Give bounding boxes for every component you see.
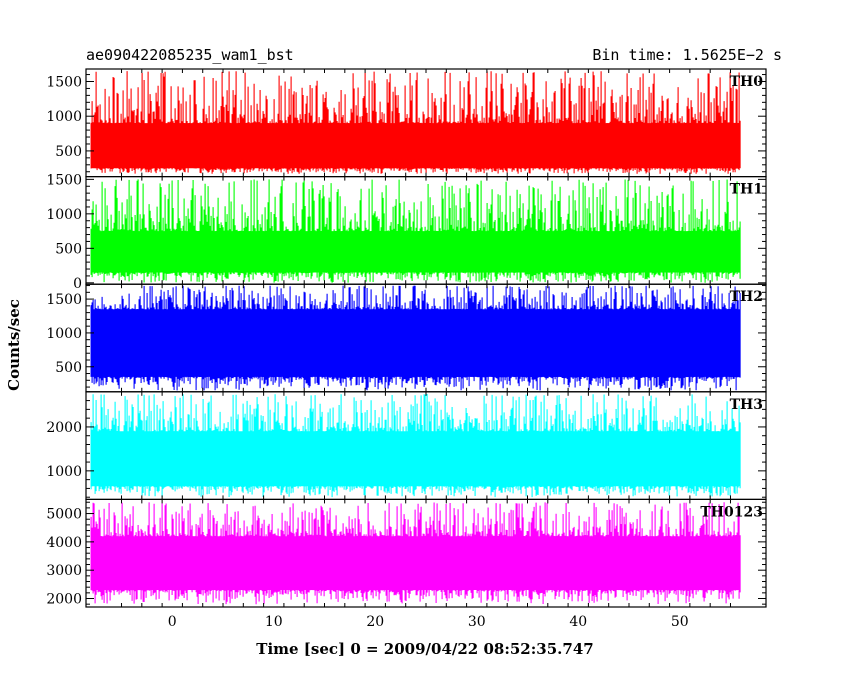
y-tick-label: 1000 xyxy=(46,207,82,223)
y-tick-label: 1000 xyxy=(46,109,82,125)
panel-th0: 500 1000 1500 TH0 xyxy=(46,68,767,178)
y-tick-label: 2000 xyxy=(46,420,82,436)
y-tick-label: 1500 xyxy=(46,292,82,308)
x-tick-label: 20 xyxy=(366,614,384,630)
x-tick-label: 50 xyxy=(671,614,689,630)
y-tick-label: 500 xyxy=(55,241,82,257)
series-trace-th0 xyxy=(90,71,741,174)
y-tick-label: 1500 xyxy=(46,172,82,188)
panel-label: TH1 xyxy=(730,182,763,198)
panel-label: TH0 xyxy=(730,74,764,90)
y-tick-label: 4000 xyxy=(46,535,82,551)
y-tick-label: 500 xyxy=(55,144,82,160)
x-tick-label: 30 xyxy=(468,614,486,630)
y-tick-label: 1000 xyxy=(46,326,82,342)
y-tick-label: 1500 xyxy=(46,74,82,90)
panel-th2: 500 1000 1500 TH2 xyxy=(46,283,767,393)
series-trace-th0123 xyxy=(90,502,741,605)
y-tick-label: 500 xyxy=(55,360,82,376)
panel-label: TH0123 xyxy=(700,504,763,520)
series-trace-th1 xyxy=(90,179,741,283)
panel-th3: 1000 2000 TH3 xyxy=(46,391,767,500)
y-tick-label: 5000 xyxy=(46,507,82,523)
series-trace-th2 xyxy=(90,285,741,391)
x-tick-label: 10 xyxy=(265,614,283,630)
panel-label: TH3 xyxy=(730,397,763,413)
series-trace-th3 xyxy=(90,394,741,498)
y-tick-label: 3000 xyxy=(46,563,82,579)
y-axis-label: Counts/sec xyxy=(5,299,23,391)
bin-time-label: Bin time: 1.5625E−2 s xyxy=(592,46,782,64)
panel-label: TH2 xyxy=(730,289,763,305)
x-tick-label: 0 xyxy=(168,614,177,630)
panel-th0123: 2000 3000 4000 5000 TH0123 xyxy=(46,498,767,608)
x-axis-label: Time [sec] 0 = 2009/04/22 08:52:35.747 xyxy=(256,640,593,658)
y-tick-label: 0 xyxy=(73,276,82,292)
y-tick-label: 1000 xyxy=(46,464,82,480)
panel-th1: 0 500 1000 1500 TH1 xyxy=(46,172,767,292)
x-tick-label: 40 xyxy=(569,614,587,630)
y-tick-label: 2000 xyxy=(46,592,82,608)
chart-title: ae090422085235_wam1_bst xyxy=(86,46,294,64)
